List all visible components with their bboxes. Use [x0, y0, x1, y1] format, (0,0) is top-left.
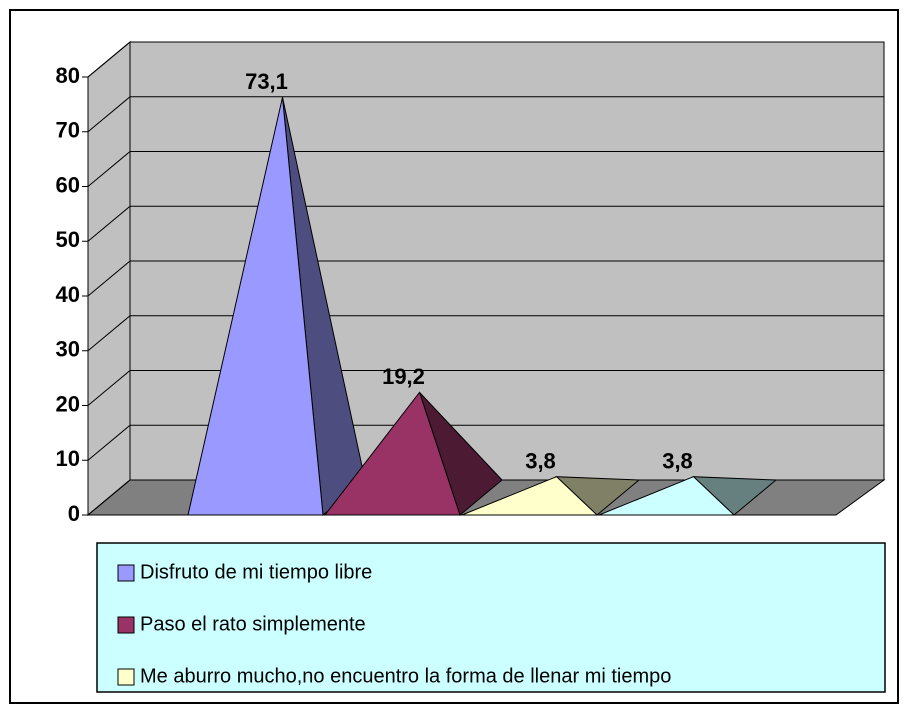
- grid-line: [87, 96, 884, 133]
- y-tick-label: 20: [56, 391, 80, 416]
- data-label: 73,1: [245, 69, 288, 94]
- grid-line: [87, 260, 884, 297]
- legend-label: Paso el rato simplemente: [140, 613, 366, 635]
- pyramid: [598, 476, 778, 516]
- y-tick-label: 80: [56, 63, 80, 88]
- y-tick-label: 10: [56, 446, 80, 471]
- legend-swatch: [117, 564, 135, 582]
- pyramid-front: [598, 476, 736, 516]
- data-label: 19,2: [382, 364, 425, 389]
- pyramid-front: [187, 97, 324, 516]
- legend-swatch: [117, 668, 135, 686]
- pyramid: [323, 391, 503, 516]
- data-label: 3,8: [525, 449, 556, 474]
- data-label: 3,8: [662, 449, 693, 474]
- legend-label: Disfruto de mi tiempo libre: [140, 561, 372, 583]
- pyramid: [461, 476, 641, 516]
- pyramid: [187, 97, 366, 516]
- grid-line: [87, 151, 884, 187]
- y-tick-label: 50: [56, 227, 80, 252]
- legend-swatch: [117, 616, 135, 634]
- y-tick-label: 40: [56, 282, 80, 307]
- grid-line: [87, 205, 884, 242]
- grid-line: [87, 424, 884, 461]
- legend-box: [96, 542, 886, 693]
- grid-line: [87, 315, 884, 352]
- pyramid-front: [323, 391, 461, 516]
- legend-label: Me aburro mucho,no encuentro la forma de…: [140, 665, 671, 687]
- y-tick-label: 0: [68, 501, 80, 526]
- y-tick-label: 30: [56, 337, 80, 362]
- pyramid-front: [461, 476, 599, 516]
- grid-line: [87, 370, 884, 406]
- grid-line: [87, 41, 884, 78]
- y-tick-label: 60: [56, 172, 80, 197]
- y-tick-label: 70: [56, 118, 80, 143]
